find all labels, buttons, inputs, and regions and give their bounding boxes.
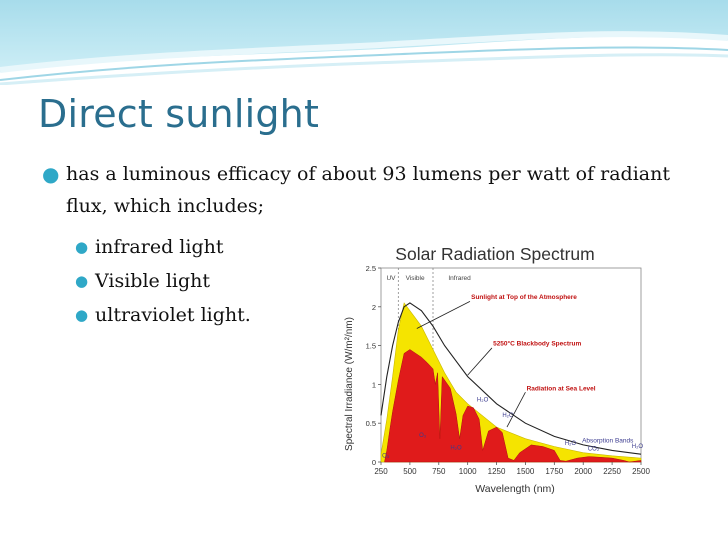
annotation-5: H₂O xyxy=(502,413,514,419)
x-tick-label-3: 1000 xyxy=(459,467,477,476)
y-axis-label: Spectral Irradiance (W/m²/nm) xyxy=(344,317,355,451)
slide-title: Direct sunlight xyxy=(38,92,320,136)
y-tick-label-2: 1 xyxy=(372,380,376,389)
x-tick-label-6: 1750 xyxy=(545,467,563,476)
sub-bullet-visible: ● Visible light xyxy=(40,264,700,298)
x-tick-label-1: 500 xyxy=(403,467,417,476)
x-tick-label-9: 2500 xyxy=(632,467,650,476)
annotation-9: CO₂ xyxy=(588,446,600,452)
leader-sea-level xyxy=(506,391,526,428)
series-blackbody-line xyxy=(380,302,642,455)
band-label-0: UV xyxy=(386,275,396,282)
sub-bullet-text: infrared light xyxy=(95,236,224,258)
series-sea-level-area xyxy=(384,349,642,463)
annotation-3: Absorption Bands xyxy=(582,438,634,445)
y-tick-label-5: 2.5 xyxy=(366,264,376,273)
header-wave-decoration xyxy=(0,0,728,85)
y-tick-label-0: 0 xyxy=(372,458,376,467)
sub-bullet-text: Visible light xyxy=(95,270,211,292)
y-tick-label-4: 2 xyxy=(372,303,376,312)
leader-top-atmosphere xyxy=(416,301,471,329)
leader-blackbody xyxy=(467,347,493,376)
y-tick-label-3: 1.5 xyxy=(366,342,376,351)
bullet-dot-icon: ● xyxy=(75,272,89,290)
bullet-dot-icon: ● xyxy=(42,162,60,186)
annotation-6: O₃ xyxy=(419,433,427,439)
x-tick-label-2: 750 xyxy=(432,467,446,476)
sub-bullet-ultraviolet: ● ultraviolet light. xyxy=(40,298,700,332)
annotation-2: Radiation at Sea Level xyxy=(527,386,596,393)
band-label-2: Infrared xyxy=(448,275,471,282)
x-tick-label-8: 2250 xyxy=(603,467,621,476)
chart-title: Solar Radiation Spectrum xyxy=(395,244,594,264)
x-axis-label: Wavelength (nm) xyxy=(475,483,555,495)
y-tick-label-1: 0.5 xyxy=(366,419,376,428)
bullet-dot-icon: ● xyxy=(75,306,89,324)
x-tick-label-5: 1500 xyxy=(517,467,535,476)
bullet-dot-icon: ● xyxy=(75,238,89,256)
solar-spectrum-chart: Solar Radiation Spectrum Spectral Irradi… xyxy=(339,236,651,498)
x-tick-label-0: 250 xyxy=(374,467,388,476)
sub-bullet-text: ultraviolet light. xyxy=(95,304,251,326)
annotation-10: H₂O xyxy=(632,444,644,450)
plot-area: UV Visible Infrared 250 500 750 1000 1250 1500 17… xyxy=(366,264,651,476)
annotation-11: O₃ xyxy=(382,453,390,459)
x-tick-label-7: 2000 xyxy=(574,467,592,476)
annotation-4: H₂O xyxy=(477,397,489,403)
annotation-1: 5250°C Blackbody Spectrum xyxy=(493,340,581,348)
bullet-main: ● has a luminous efficacy of about 93 lu… xyxy=(40,158,700,222)
annotation-0: Sunlight at Top of the Atmosphere xyxy=(471,294,577,301)
sub-bullet-infrared: ● infrared light xyxy=(40,230,700,264)
bullet-list: ● has a luminous efficacy of about 93 lu… xyxy=(40,158,700,332)
band-label-1: Visible xyxy=(406,275,425,282)
annotation-7: H₂O xyxy=(450,446,462,452)
bullet-main-text: has a luminous efficacy of about 93 lume… xyxy=(66,163,670,217)
annotation-8: H₂O xyxy=(565,441,577,447)
x-tick-label-4: 1250 xyxy=(488,467,506,476)
